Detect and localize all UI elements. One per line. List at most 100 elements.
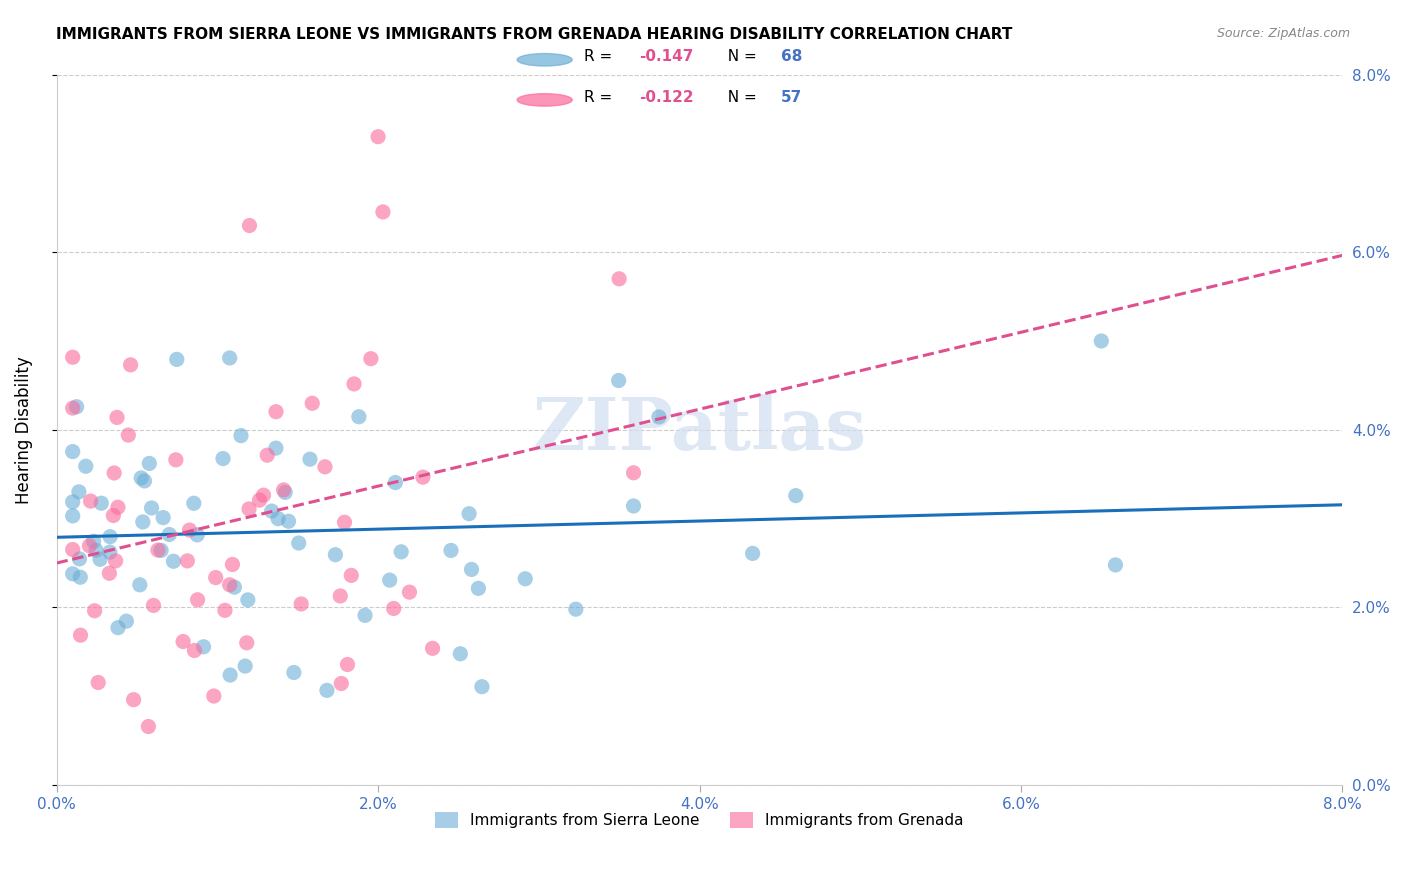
Immigrants from Grenada (69, 628, 91, 642)
Immigrants from Sierra Leone (83, 534, 105, 549)
Immigrants from Sierra Leone (138, 457, 160, 471)
Immigrants from Sierra Leone (471, 680, 494, 694)
Immigrants from Grenada (103, 508, 125, 523)
Immigrants from Grenada (146, 543, 169, 558)
Immigrants from Grenada (329, 589, 352, 603)
Immigrants from Grenada (120, 358, 142, 372)
Immigrants from Grenada (87, 675, 110, 690)
Immigrants from Sierra Leone (129, 471, 152, 485)
Immigrants from Sierra Leone (1104, 558, 1126, 572)
Y-axis label: Hearing Disability: Hearing Disability (15, 356, 32, 504)
Immigrants from Grenada (103, 466, 125, 480)
Immigrants from Sierra Leone (89, 552, 111, 566)
Immigrants from Sierra Leone (69, 552, 91, 566)
Immigrants from Sierra Leone (229, 428, 252, 442)
Immigrants from Sierra Leone (264, 441, 287, 455)
Immigrants from Grenada (252, 488, 274, 502)
Immigrants from Grenada (314, 459, 336, 474)
Immigrants from Sierra Leone (152, 510, 174, 524)
Immigrants from Grenada (367, 129, 389, 144)
Immigrants from Sierra Leone (274, 485, 297, 500)
Immigrants from Grenada (607, 272, 630, 286)
Immigrants from Sierra Leone (785, 489, 807, 503)
Immigrants from Grenada (62, 401, 84, 416)
Immigrants from Grenada (104, 554, 127, 568)
Immigrants from Sierra Leone (384, 475, 406, 490)
Text: N =: N = (718, 90, 762, 105)
Text: 68: 68 (780, 49, 803, 64)
Immigrants from Sierra Leone (325, 548, 347, 562)
Immigrants from Sierra Leone (134, 474, 156, 488)
Immigrants from Grenada (176, 554, 198, 568)
Immigrants from Sierra Leone (267, 512, 290, 526)
Immigrants from Sierra Leone (98, 545, 121, 559)
Immigrants from Sierra Leone (62, 444, 84, 458)
Immigrants from Sierra Leone (186, 528, 208, 542)
Immigrants from Sierra Leone (183, 496, 205, 510)
Immigrants from Sierra Leone (212, 451, 235, 466)
Immigrants from Sierra Leone (298, 452, 321, 467)
Immigrants from Grenada (273, 483, 295, 497)
Immigrants from Sierra Leone (219, 668, 242, 682)
Immigrants from Grenada (235, 636, 257, 650)
Immigrants from Grenada (290, 597, 312, 611)
Immigrants from Sierra Leone (65, 400, 87, 414)
Immigrants from Sierra Leone (260, 504, 283, 518)
Immigrants from Grenada (98, 566, 121, 581)
Immigrants from Sierra Leone (648, 409, 671, 424)
Immigrants from Grenada (218, 578, 240, 592)
Immigrants from Grenada (382, 601, 405, 615)
Immigrants from Sierra Leone (115, 614, 138, 628)
Immigrants from Sierra Leone (218, 351, 240, 365)
Immigrants from Sierra Leone (460, 562, 482, 576)
Immigrants from Grenada (172, 634, 194, 648)
Immigrants from Grenada (138, 719, 160, 733)
Immigrants from Grenada (204, 570, 226, 584)
Immigrants from Grenada (422, 641, 444, 656)
Immigrants from Grenada (62, 542, 84, 557)
Immigrants from Sierra Leone (67, 484, 90, 499)
Immigrants from Sierra Leone (75, 459, 97, 474)
Immigrants from Grenada (623, 466, 645, 480)
Immigrants from Sierra Leone (515, 572, 537, 586)
Immigrants from Sierra Leone (1090, 334, 1112, 348)
Immigrants from Grenada (412, 470, 434, 484)
Immigrants from Grenada (117, 428, 139, 442)
Immigrants from Sierra Leone (741, 546, 763, 560)
Immigrants from Sierra Leone (62, 495, 84, 509)
Immigrants from Sierra Leone (277, 514, 299, 528)
Immigrants from Grenada (256, 448, 278, 462)
Immigrants from Sierra Leone (193, 640, 215, 654)
Immigrants from Sierra Leone (440, 543, 463, 558)
Immigrants from Grenada (179, 523, 201, 537)
Immigrants from Grenada (264, 405, 287, 419)
Immigrants from Grenada (183, 643, 205, 657)
Immigrants from Sierra Leone (467, 582, 489, 596)
Immigrants from Grenada (330, 676, 353, 690)
Immigrants from Sierra Leone (378, 573, 401, 587)
Immigrants from Grenada (340, 568, 363, 582)
Circle shape (517, 54, 572, 66)
Immigrants from Grenada (187, 592, 209, 607)
Immigrants from Grenada (221, 558, 243, 572)
Legend: Immigrants from Sierra Leone, Immigrants from Grenada: Immigrants from Sierra Leone, Immigrants… (429, 806, 970, 834)
Immigrants from Sierra Leone (62, 508, 84, 523)
Immigrants from Sierra Leone (347, 409, 370, 424)
Immigrants from Sierra Leone (162, 554, 184, 568)
Immigrants from Sierra Leone (623, 499, 645, 513)
Immigrants from Sierra Leone (236, 593, 259, 607)
Circle shape (517, 94, 572, 106)
Immigrants from Sierra Leone (316, 683, 339, 698)
Immigrants from Sierra Leone (98, 530, 121, 544)
Text: -0.147: -0.147 (640, 49, 693, 64)
Immigrants from Sierra Leone (354, 608, 377, 623)
Immigrants from Grenada (165, 452, 187, 467)
Immigrants from Sierra Leone (283, 665, 305, 680)
Immigrants from Grenada (79, 494, 101, 508)
Immigrants from Grenada (398, 585, 420, 599)
Immigrants from Grenada (107, 500, 129, 515)
Immigrants from Grenada (336, 657, 359, 672)
Immigrants from Sierra Leone (607, 374, 630, 388)
Immigrants from Grenada (371, 205, 394, 219)
Immigrants from Grenada (214, 603, 236, 617)
